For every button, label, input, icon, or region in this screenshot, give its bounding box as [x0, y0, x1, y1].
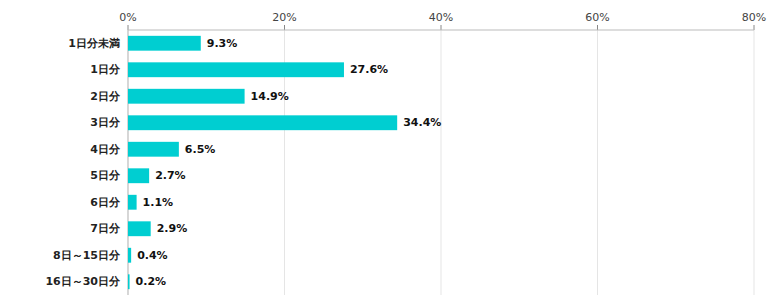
category-label: 5日分	[90, 169, 121, 182]
tick-label: 20%	[272, 11, 296, 24]
category-label: 3日分	[90, 116, 121, 129]
tick-mark	[284, 25, 285, 30]
bar	[128, 274, 130, 289]
x-axis: 0% 20% 40% 60% 80%	[119, 11, 766, 295]
category-label: 1日分未満	[68, 37, 120, 50]
data-label: 2.7%	[155, 169, 186, 182]
tick-mark	[441, 25, 442, 30]
bar	[128, 62, 344, 77]
bar	[128, 36, 201, 51]
data-label: 0.2%	[136, 275, 167, 288]
bar	[128, 168, 149, 183]
data-label: 6.5%	[185, 143, 216, 156]
category-label: 6日分	[90, 196, 121, 209]
data-label: 14.9%	[251, 90, 289, 103]
tick-mark	[597, 25, 598, 30]
category-label: 4日分	[90, 143, 121, 156]
x-axis-line	[128, 30, 754, 31]
bars	[128, 36, 397, 289]
grid-line	[441, 30, 442, 295]
labels: 1日分未満 9.3% 1日分 27.6% 2日分 14.9% 3日分 34.4% 4日分 6.5%…	[45, 37, 441, 289]
category-label: 16日～30日分	[45, 275, 121, 288]
grid-line	[597, 30, 598, 295]
chart-container: 0% 20% 40% 60% 80% 1日分未満 9.3% 1日分 27.6% 2日分 14.9% 3…	[0, 0, 780, 303]
category-label: 1日分	[90, 63, 121, 76]
tick-label: 40%	[429, 11, 453, 24]
data-label: 27.6%	[350, 63, 388, 76]
bar	[128, 221, 151, 236]
chart: 0% 20% 40% 60% 80% 1日分未満 9.3% 1日分 27.6% 2日分 14.9% 3…	[0, 0, 780, 303]
data-label: 9.3%	[207, 37, 238, 50]
bar	[128, 248, 131, 263]
data-label: 1.1%	[143, 196, 174, 209]
tick-mark	[128, 25, 129, 30]
category-label: 8日～15日分	[53, 249, 121, 262]
tick-label: 0%	[119, 11, 136, 24]
tick-label: 80%	[742, 11, 766, 24]
bar	[128, 142, 179, 157]
data-label: 0.4%	[137, 249, 168, 262]
bar	[128, 115, 397, 130]
bar	[128, 195, 137, 210]
tick-label: 60%	[585, 11, 609, 24]
category-label: 7日分	[90, 222, 121, 235]
data-label: 34.4%	[403, 116, 441, 129]
grid-line	[754, 30, 755, 295]
bar	[128, 89, 245, 104]
data-label: 2.9%	[157, 222, 188, 235]
tick-mark	[754, 25, 755, 30]
category-label: 2日分	[90, 90, 121, 103]
